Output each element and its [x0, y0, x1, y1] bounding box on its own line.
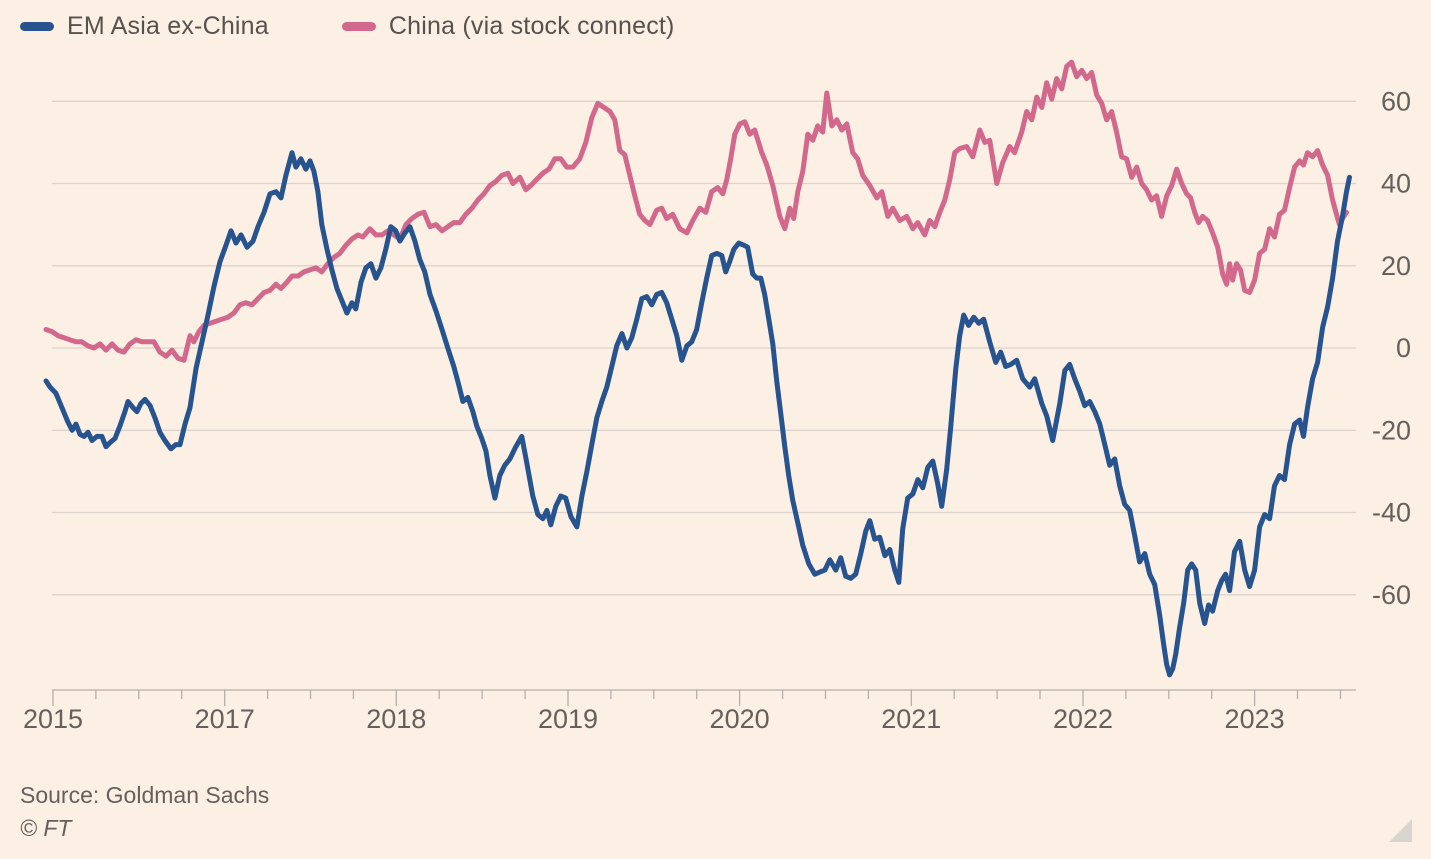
legend-item-em-asia: EM Asia ex-China — [20, 12, 269, 41]
x-axis-label: 2023 — [1225, 704, 1285, 734]
series-line-pink — [43, 59, 1349, 363]
y-axis-label: 40 — [1381, 169, 1411, 199]
y-axis-label: -60 — [1372, 580, 1411, 610]
legend-item-china: China (via stock connect) — [341, 11, 675, 41]
y-axis-label: 0 — [1396, 333, 1411, 363]
footer: Source: Goldman Sachs © FT — [20, 782, 269, 842]
legend: EM Asia ex-China China (via stock connec… — [20, 11, 675, 41]
em-asia-swatch-icon — [20, 21, 54, 31]
x-axis-label: 2022 — [1053, 704, 1113, 734]
y-axis-label: -20 — [1372, 415, 1411, 445]
legend-label-em-asia: EM Asia ex-China — [67, 11, 269, 40]
x-axis-label: 2015 — [23, 704, 83, 734]
x-axis-label: 2017 — [195, 704, 255, 734]
source-line: Source: Goldman Sachs — [20, 782, 270, 808]
y-axis-label: -40 — [1372, 498, 1411, 528]
resize-handle-icon — [1389, 819, 1412, 842]
x-axis-label: 2021 — [881, 704, 941, 734]
series-line-blue — [43, 150, 1352, 678]
x-axis-label: 2020 — [710, 704, 770, 734]
y-axis-label: 60 — [1381, 86, 1411, 116]
x-axis-label: 2019 — [538, 704, 598, 734]
legend-label-china: China (via stock connect) — [388, 11, 675, 40]
china-swatch-icon — [341, 21, 376, 31]
ft-copyright: © FT — [20, 815, 72, 841]
y-axis-label: 20 — [1381, 251, 1411, 281]
x-axis-label: 2018 — [366, 704, 426, 734]
